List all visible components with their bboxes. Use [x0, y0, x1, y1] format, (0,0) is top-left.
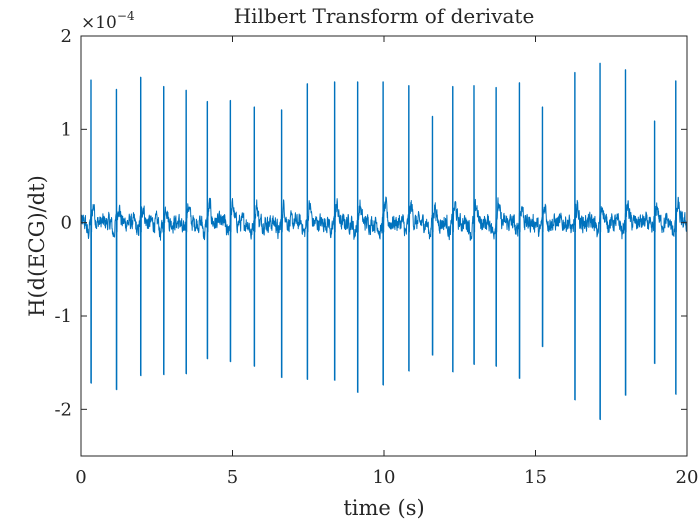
x-tick-label: 15: [524, 467, 547, 488]
y-tick-label: -2: [54, 399, 72, 420]
signal-layer: [81, 62, 687, 421]
y-exponent-label: ×10−4: [81, 9, 135, 33]
x-tick-label: 10: [373, 467, 396, 488]
y-tick-label: -1: [54, 306, 72, 327]
x-axis-label: time (s): [343, 496, 424, 520]
x-tick-label: 0: [75, 467, 86, 488]
x-tick-label: 20: [676, 467, 699, 488]
y-tick-label: 2: [61, 26, 72, 47]
y-tick-label: 1: [61, 119, 72, 140]
y-exponent-base: ×10: [81, 13, 117, 33]
y-exponent-power: −4: [117, 9, 135, 23]
x-tick-label: 5: [227, 467, 238, 488]
chart-title: Hilbert Transform of derivate: [234, 4, 535, 28]
y-tick-label: 0: [61, 213, 72, 234]
y-axis-label: H(d(ECG)/dt): [25, 175, 49, 317]
